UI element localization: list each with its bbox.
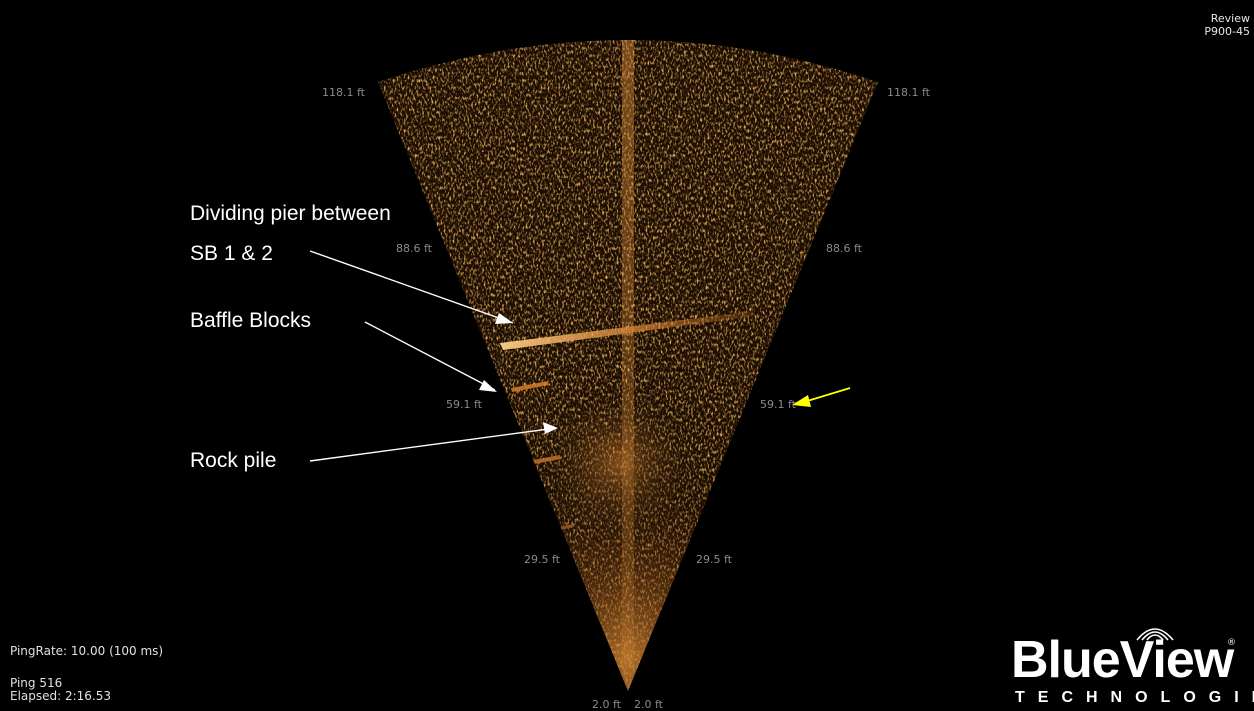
elapsed-time-readout: Elapsed: 2:16.53 <box>10 689 112 703</box>
annotation-pier-line2: SB 1 & 2 <box>190 242 273 265</box>
baffle-block-return-2 <box>533 455 561 464</box>
range-label-2-right: 2.0 ft <box>634 698 663 711</box>
range-label-2-left: 2.0 ft <box>592 698 621 711</box>
mode-label: Review <box>1210 12 1250 25</box>
logo-registered-mark: ® <box>1227 638 1236 648</box>
highlight-arrowhead <box>792 395 811 407</box>
logo-tagline: TECHNOLOGIES <box>1015 689 1254 706</box>
annotation-rock: Rock pile <box>190 449 277 472</box>
range-label-88-left: 88.6 ft <box>396 242 432 255</box>
range-label-118-left: 118.1 ft <box>322 86 365 99</box>
ping-count-readout: Ping 516 <box>10 676 63 690</box>
sonar-fan-display <box>309 40 878 691</box>
pier-annotation-arrowhead <box>495 313 513 324</box>
range-label-29-left: 29.5 ft <box>524 553 560 566</box>
pier-return <box>500 311 756 350</box>
baffle-block-return-1 <box>511 381 549 392</box>
center-beam-return <box>622 40 634 691</box>
baffle-annotation-arrowhead <box>479 380 497 392</box>
range-label-59-right: 59.1 ft <box>760 398 796 411</box>
sonar-viewer: 118.1 ft 118.1 ft 88.6 ft 88.6 ft 59.1 f… <box>8 8 1254 711</box>
rock-annotation-arrow <box>309 427 557 462</box>
range-label-118-right: 118.1 ft <box>887 86 930 99</box>
pier-annotation-arrow <box>309 250 514 324</box>
annotation-pier-line1: Dividing pier between <box>190 202 391 225</box>
mode-indicator: Review P900-45 <box>1204 12 1250 38</box>
signal-wave-icon <box>1136 628 1174 641</box>
range-label-29-right: 29.5 ft <box>696 553 732 566</box>
blueview-logo: BlueView ® TECHNOLOGIES <box>1003 620 1254 710</box>
logo-wordmark: BlueView <box>1011 631 1234 689</box>
ping-rate-readout: PingRate: 10.00 (100 ms) <box>10 644 164 658</box>
rock-annotation-arrowhead <box>543 422 558 434</box>
range-label-88-right: 88.6 ft <box>826 242 862 255</box>
annotation-baffle: Baffle Blocks <box>190 309 312 332</box>
range-label-59-left: 59.1 ft <box>446 398 482 411</box>
highlight-arrow <box>803 387 851 403</box>
sonar-image <box>378 40 878 691</box>
device-label: P900-45 <box>1204 25 1250 39</box>
baffle-annotation-arrow <box>364 321 496 391</box>
